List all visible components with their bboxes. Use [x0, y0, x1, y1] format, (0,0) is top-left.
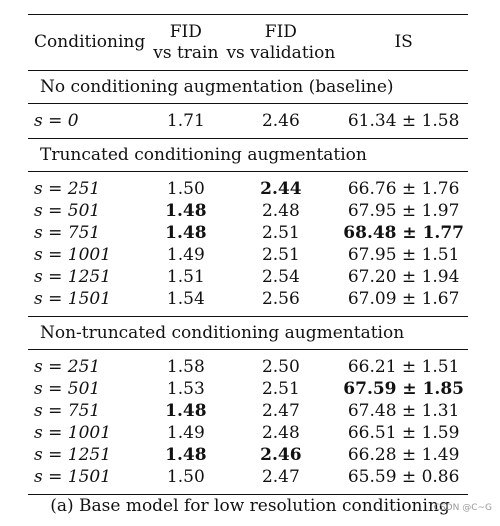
- cell-fid-train: 1.49: [166, 423, 205, 443]
- cell-is: 68.48 ± 1.77: [343, 223, 464, 243]
- cell-fid-validation: 2.46: [261, 111, 300, 131]
- cell-conditioning: s = 1251: [34, 267, 112, 287]
- watermark: CSDN @C~G: [433, 503, 492, 513]
- cell-is: 66.21 ± 1.51: [347, 357, 460, 377]
- cell-is: 67.95 ± 1.51: [347, 245, 460, 265]
- cell-is: 66.28 ± 1.49: [347, 445, 460, 465]
- cell-fid-train: 1.48: [165, 445, 207, 465]
- cell-fid-train: 1.48: [165, 401, 207, 421]
- results-table: Conditioning FID vs train FID vs validat…: [28, 14, 468, 495]
- cell-is: 67.20 ± 1.94: [347, 267, 460, 287]
- header-fid-train: FID vs train: [149, 15, 222, 71]
- table-row: s = 1501 1.50 2.47 65.59 ± 0.86: [28, 466, 468, 495]
- cell-fid-validation: 2.51: [261, 245, 300, 265]
- table-row: s = 501 1.53 2.51 67.59 ± 1.85: [28, 378, 468, 400]
- cell-fid-train: 1.58: [166, 357, 205, 377]
- table-body: No conditioning augmentation (baseline) s…: [28, 70, 468, 495]
- cell-conditioning: s = 1501: [34, 467, 112, 487]
- table-row: s = 1001 1.49 2.48 66.51 ± 1.59: [28, 422, 468, 444]
- cell-fid-validation: 2.48: [261, 423, 300, 443]
- cell-is: 61.34 ± 1.58: [347, 111, 460, 131]
- cell-fid-validation: 2.47: [261, 467, 300, 487]
- cell-conditioning: s = 251: [34, 179, 101, 199]
- header-fid-validation: FID vs validation: [222, 15, 339, 71]
- table-row: s = 751 1.48 2.47 67.48 ± 1.31: [28, 400, 468, 422]
- table-caption: (a) Base model for low resolution condit…: [50, 496, 450, 516]
- header-row: Conditioning FID vs train FID vs validat…: [28, 14, 468, 71]
- cell-conditioning: s = 1251: [34, 445, 112, 465]
- cell-is: 66.76 ± 1.76: [347, 179, 460, 199]
- table-row: s = 751 1.48 2.51 68.48 ± 1.77: [28, 222, 468, 244]
- header-fid-validation-line2: vs validation: [226, 42, 336, 63]
- cell-conditioning: s = 1001: [34, 245, 112, 265]
- cell-fid-train: 1.54: [166, 289, 205, 309]
- cell-fid-train: 1.50: [166, 179, 205, 199]
- cell-fid-train: 1.71: [166, 111, 205, 131]
- cell-is: 67.59 ± 1.85: [343, 379, 464, 399]
- table-row: s = 251 1.50 2.44 66.76 ± 1.76: [28, 171, 468, 201]
- cell-conditioning: s = 501: [34, 379, 101, 399]
- table-row: s = 0 1.71 2.46 61.34 ± 1.58: [28, 103, 468, 139]
- cell-fid-train: 1.48: [165, 223, 207, 243]
- cell-fid-validation: 2.51: [261, 379, 300, 399]
- cell-is: 67.95 ± 1.97: [347, 201, 460, 221]
- cell-is: 67.09 ± 1.67: [347, 289, 460, 309]
- header-is: IS: [394, 32, 413, 52]
- table-row: s = 251 1.58 2.50 66.21 ± 1.51: [28, 349, 468, 379]
- table-row: s = 1251 1.51 2.54 67.20 ± 1.94: [28, 266, 468, 288]
- cell-fid-validation: 2.56: [261, 289, 300, 309]
- cell-conditioning: s = 501: [34, 201, 101, 221]
- cell-fid-validation: 2.44: [260, 179, 302, 199]
- section-header-row: No conditioning augmentation (baseline): [28, 70, 468, 104]
- cell-is: 66.51 ± 1.59: [347, 423, 460, 443]
- cell-fid-train: 1.51: [166, 267, 205, 287]
- section-title: No conditioning augmentation (baseline): [40, 77, 394, 97]
- section-header-row: Non-truncated conditioning augmentation: [28, 316, 468, 350]
- table-row: s = 1251 1.48 2.46 66.28 ± 1.49: [28, 444, 468, 466]
- cell-conditioning: s = 751: [34, 223, 101, 243]
- results-table-container: Conditioning FID vs train FID vs validat…: [28, 14, 468, 495]
- cell-conditioning: s = 1501: [34, 289, 112, 309]
- cell-conditioning: s = 1001: [34, 423, 112, 443]
- cell-fid-validation: 2.47: [261, 401, 300, 421]
- cell-fid-validation: 2.46: [260, 445, 302, 465]
- header-fid-train-line1: FID: [169, 21, 202, 42]
- header-conditioning: Conditioning: [34, 32, 146, 52]
- table-row: s = 1001 1.49 2.51 67.95 ± 1.51: [28, 244, 468, 266]
- cell-fid-train: 1.48: [165, 201, 207, 221]
- cell-conditioning: s = 0: [34, 111, 79, 131]
- section-title: Non-truncated conditioning augmentation: [40, 323, 405, 343]
- header-fid-validation-line1: FID: [264, 21, 297, 42]
- section-title: Truncated conditioning augmentation: [40, 145, 367, 165]
- cell-fid-train: 1.50: [166, 467, 205, 487]
- cell-fid-validation: 2.48: [261, 201, 300, 221]
- table-row: s = 501 1.48 2.48 67.95 ± 1.97: [28, 200, 468, 222]
- cell-fid-train: 1.49: [166, 245, 205, 265]
- table-row: s = 1501 1.54 2.56 67.09 ± 1.67: [28, 288, 468, 317]
- cell-fid-validation: 2.50: [261, 357, 300, 377]
- cell-fid-train: 1.53: [166, 379, 205, 399]
- section-header-row: Truncated conditioning augmentation: [28, 138, 468, 172]
- cell-conditioning: s = 251: [34, 357, 101, 377]
- table-header: Conditioning FID vs train FID vs validat…: [28, 14, 468, 71]
- cell-is: 65.59 ± 0.86: [347, 467, 460, 487]
- cell-is: 67.48 ± 1.31: [347, 401, 460, 421]
- cell-fid-validation: 2.51: [261, 223, 300, 243]
- cell-fid-validation: 2.54: [261, 267, 300, 287]
- cell-conditioning: s = 751: [34, 401, 101, 421]
- header-fid-train-line2: vs train: [153, 42, 219, 63]
